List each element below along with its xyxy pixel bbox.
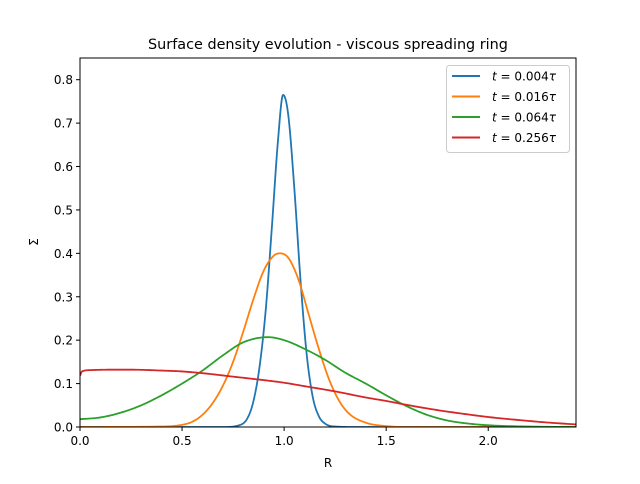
- axes-frame: [79, 57, 577, 428]
- y-tick-label: 0.1: [54, 377, 73, 391]
- legend-item: t = 0.004τ: [452, 70, 557, 84]
- series-line-0: [80, 94, 576, 427]
- y-tick-label: 0.3: [54, 290, 73, 304]
- series-line-3: [80, 368, 576, 426]
- y-tick-label: 0.2: [54, 334, 73, 348]
- legend-item: t = 0.256τ: [452, 131, 557, 145]
- y-tick-label: 0.6: [54, 160, 73, 174]
- y-axis-label: Σ: [27, 238, 41, 246]
- x-tick-label: 0.5: [173, 434, 192, 448]
- legend-item: t = 0.016τ: [452, 90, 557, 104]
- x-tick-label: 0.0: [70, 434, 89, 448]
- legend-item: t = 0.064τ: [452, 111, 557, 125]
- legend-frame: [446, 65, 570, 153]
- legend-label: t = 0.064τ: [492, 111, 557, 125]
- series-line-1: [80, 252, 576, 427]
- series-line-2: [80, 336, 576, 427]
- legend: t = 0.004τ t = 0.016τ t = 0.064τ t = 0.256τ: [446, 65, 570, 153]
- y-tick-label: 0.7: [54, 117, 73, 131]
- legend-label: t = 0.016τ: [492, 90, 557, 104]
- y-axis: 0.0 0.1 0.2 0.3 0.4 0.5 0.6 0.7 0.8: [54, 73, 80, 435]
- series-layer: [80, 94, 576, 427]
- legend-label: t = 0.256τ: [492, 131, 557, 145]
- y-tick-label: 0.4: [54, 247, 73, 261]
- chart-title: Surface density evolution - viscous spre…: [148, 37, 508, 53]
- y-tick-label: 0.0: [54, 421, 73, 435]
- x-tick-label: 2.0: [479, 434, 498, 448]
- x-axis-label: R: [324, 456, 332, 470]
- y-tick-label: 0.5: [54, 203, 73, 217]
- x-axis: 0.0 0.5 1.0 1.5 2.0: [70, 427, 498, 448]
- x-tick-label: 1.5: [377, 434, 396, 448]
- y-tick-label: 0.8: [54, 73, 73, 87]
- x-tick-label: 1.0: [275, 434, 294, 448]
- legend-label: t = 0.004τ: [492, 70, 557, 84]
